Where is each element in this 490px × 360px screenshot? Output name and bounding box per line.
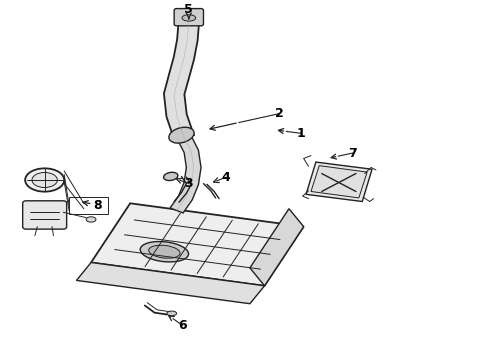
Ellipse shape [167, 311, 176, 316]
Text: 3: 3 [185, 177, 193, 190]
Ellipse shape [164, 172, 178, 181]
FancyBboxPatch shape [174, 9, 203, 26]
Polygon shape [311, 166, 367, 198]
Ellipse shape [148, 245, 180, 258]
Ellipse shape [86, 217, 96, 222]
Text: 4: 4 [221, 171, 230, 184]
Ellipse shape [182, 15, 196, 21]
Text: 2: 2 [275, 107, 284, 120]
Bar [69, 197, 108, 214]
Ellipse shape [32, 172, 57, 188]
Polygon shape [250, 209, 304, 286]
Text: 1: 1 [297, 127, 306, 140]
Text: 7: 7 [348, 147, 357, 159]
Ellipse shape [140, 242, 189, 262]
Ellipse shape [25, 168, 64, 192]
Text: 8: 8 [93, 199, 102, 212]
Ellipse shape [169, 127, 194, 143]
Polygon shape [76, 262, 265, 304]
Text: 6: 6 [178, 319, 187, 332]
Polygon shape [164, 22, 199, 139]
Polygon shape [170, 135, 201, 213]
Text: 5: 5 [184, 3, 193, 16]
Polygon shape [91, 203, 304, 286]
Polygon shape [306, 162, 372, 202]
FancyBboxPatch shape [23, 201, 67, 229]
